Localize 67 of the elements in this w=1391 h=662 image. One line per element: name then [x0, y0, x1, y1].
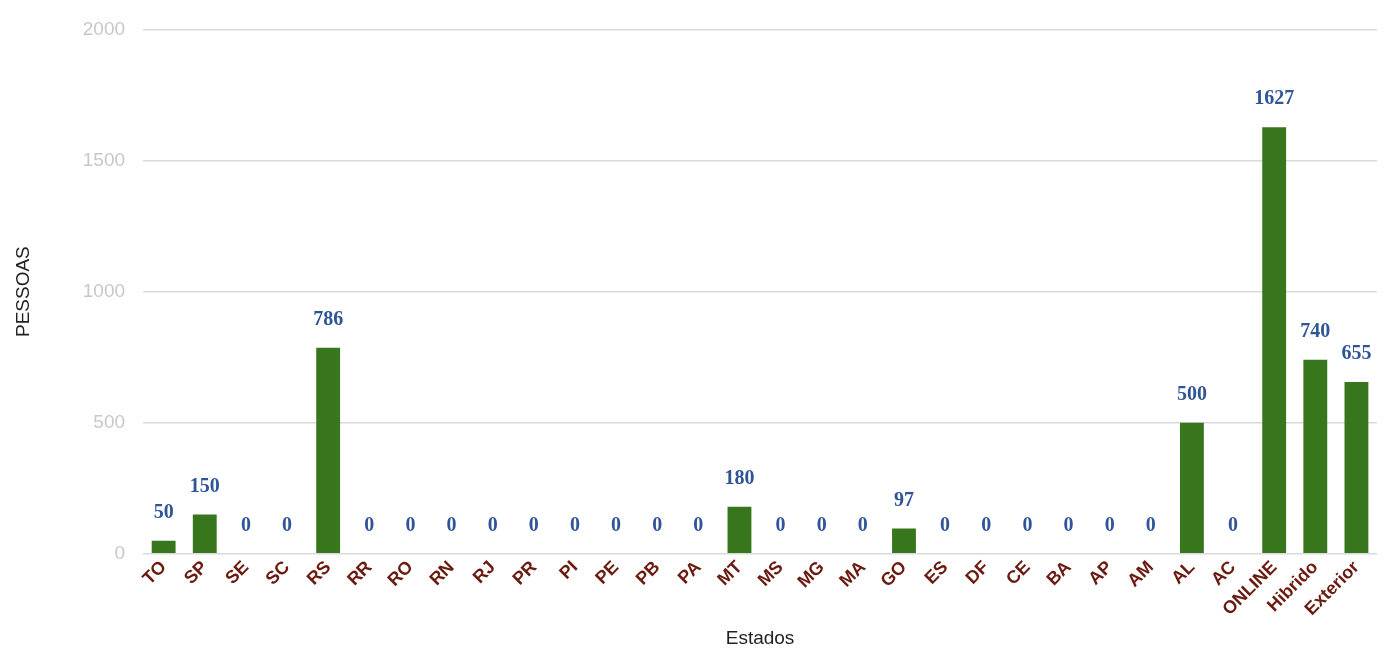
data-label: 0 — [1228, 513, 1239, 535]
data-label: 0 — [240, 513, 251, 535]
bar — [1179, 422, 1204, 554]
x-tick-label: CE — [1001, 556, 1034, 589]
data-label: 0 — [405, 513, 416, 535]
data-label: 0 — [981, 513, 992, 535]
x-tick-label: PB — [631, 556, 664, 589]
x-axis-title: Estados — [725, 626, 795, 648]
bar — [1303, 359, 1328, 554]
data-label: 50 — [153, 499, 174, 522]
x-tick-label: PR — [508, 556, 541, 589]
data-label: 655 — [1341, 341, 1372, 364]
x-tick-label: MT — [713, 556, 746, 590]
bar — [892, 528, 916, 554]
x-tick-label: RR — [343, 556, 376, 590]
x-tick-label: AL — [1167, 556, 1199, 588]
data-label: 0 — [364, 513, 375, 535]
x-tick-label: MA — [835, 556, 870, 591]
x-tick-label: RN — [425, 556, 458, 590]
data-label: 0 — [857, 513, 868, 535]
x-tick-label: ES — [920, 556, 952, 588]
bar — [316, 347, 341, 554]
data-label: 0 — [528, 513, 539, 535]
x-tick-label: SP — [179, 556, 212, 588]
y-axis-title: PESSOAS — [11, 246, 33, 338]
x-tick-label: AP — [1084, 556, 1116, 589]
data-label: 1627 — [1254, 86, 1295, 109]
data-label: 0 — [569, 513, 580, 535]
data-label: 786 — [313, 306, 344, 329]
x-tick-label: RS — [302, 556, 335, 589]
data-label: 0 — [611, 513, 622, 535]
data-label: 0 — [487, 513, 498, 535]
data-label: 0 — [1063, 513, 1074, 535]
data-label: 0 — [693, 513, 704, 535]
x-tick-label: PE — [591, 556, 623, 588]
data-label: 0 — [446, 513, 457, 535]
data-label: 0 — [282, 513, 293, 535]
bar — [192, 514, 217, 554]
data-label: 0 — [940, 513, 951, 535]
x-tick-label: RJ — [468, 556, 500, 588]
x-tick-label: MS — [753, 556, 787, 590]
data-label: 97 — [893, 487, 914, 510]
x-tick-label: GO — [876, 556, 911, 591]
x-tick-label: PI — [555, 556, 582, 583]
x-tick-label: RO — [383, 556, 417, 590]
bar — [151, 540, 176, 554]
data-label: 0 — [1022, 513, 1033, 535]
data-label: 0 — [652, 513, 663, 535]
x-tick-label: DF — [961, 556, 993, 588]
data-label: 0 — [775, 513, 786, 535]
data-label: 0 — [1104, 513, 1115, 535]
x-tick-label: MG — [793, 556, 829, 592]
x-tick-label: AM — [1123, 556, 1158, 591]
data-label: 0 — [1145, 513, 1156, 535]
x-tick-label: TO — [138, 556, 170, 589]
bar — [727, 506, 752, 554]
data-label: 740 — [1300, 318, 1331, 341]
data-label: 500 — [1176, 381, 1207, 404]
bar — [1344, 382, 1369, 554]
data-label: 0 — [816, 513, 827, 535]
x-tick-label: PA — [673, 556, 705, 588]
x-tick-label: BA — [1042, 556, 1075, 590]
x-tick-label: SE — [221, 556, 253, 588]
data-label: 150 — [189, 473, 220, 496]
x-tick-label: SC — [261, 556, 294, 589]
data-label: 180 — [724, 465, 755, 488]
bar — [1262, 127, 1287, 554]
